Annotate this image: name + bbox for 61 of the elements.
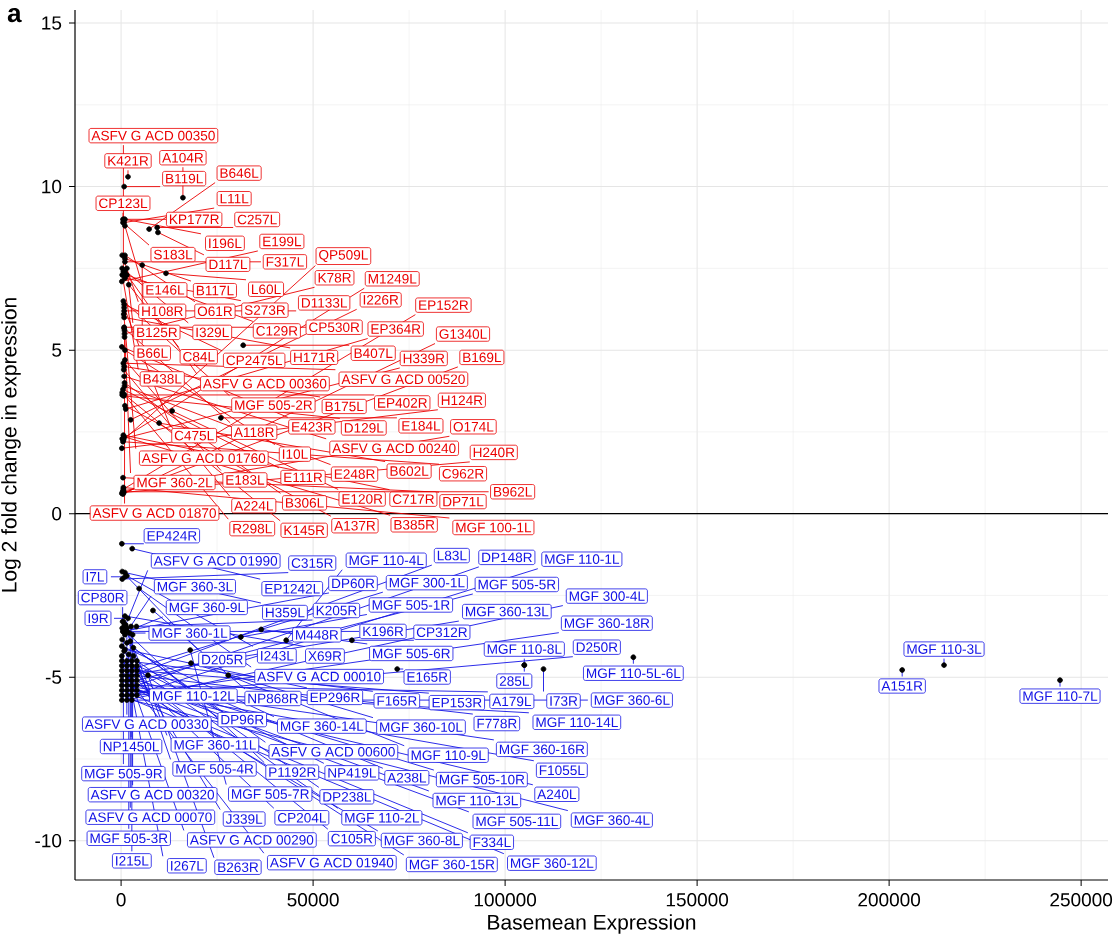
x-tick-label: 100000 bbox=[474, 893, 537, 907]
annotation: I7L bbox=[86, 572, 104, 582]
chart-title: a bbox=[7, 8, 22, 23]
annotation: ASFV G ACD 00290 bbox=[189, 835, 314, 845]
y-tick-label: 0 bbox=[52, 506, 62, 521]
annotation: F1055L bbox=[539, 765, 585, 776]
y-tick-label: -5 bbox=[45, 670, 62, 684]
annotation: CP204L bbox=[277, 812, 326, 823]
annotation: MGF 360-8L bbox=[384, 835, 460, 846]
annotation: ASFV G ACD 00070 bbox=[88, 812, 212, 823]
x-tick-label: 250000 bbox=[1050, 893, 1113, 907]
annotation: C105R bbox=[331, 833, 373, 844]
annotation: J339L bbox=[225, 814, 263, 824]
annotation: B263R bbox=[218, 862, 259, 873]
y-tick-label: 10 bbox=[42, 179, 62, 194]
annotation: MGF 505-11L bbox=[476, 816, 558, 827]
annotation: I9R bbox=[88, 613, 108, 624]
annotation: A104R bbox=[162, 152, 204, 163]
annotation: MGF 360-11L bbox=[174, 740, 256, 750]
annotation: CP80R bbox=[81, 592, 124, 603]
annotation: MGF 110-2L bbox=[345, 812, 420, 823]
annotation: ASFV G ACD 00350 bbox=[91, 130, 215, 141]
annotation: MGF 110-14L bbox=[536, 717, 618, 728]
annotation: DP238L bbox=[323, 792, 371, 802]
y-tick-label: 5 bbox=[52, 343, 62, 357]
annotation: MGF 110-13L bbox=[436, 795, 518, 806]
annotation: MGF 360-4L bbox=[574, 815, 650, 825]
x-tick-label: 50000 bbox=[287, 893, 339, 907]
y-tick-label: 15 bbox=[42, 16, 62, 30]
x-tick-label: 200000 bbox=[858, 893, 921, 907]
annotation: K421R bbox=[108, 156, 149, 166]
annotation: MGF 505-3R bbox=[90, 833, 168, 844]
annotation: MGF 110-9L bbox=[411, 750, 486, 761]
x-tick-label: 150000 bbox=[666, 893, 729, 907]
y-tick-label: -10 bbox=[35, 834, 62, 848]
annotation: MGF 505-7R bbox=[232, 789, 309, 799]
y-axis-title: Log 2 fold change in expression bbox=[1, 298, 21, 592]
annotation: ASFV G ACD 00320 bbox=[90, 789, 215, 800]
annotation: DP96R bbox=[221, 714, 264, 725]
annotation: NP1450L bbox=[103, 741, 159, 752]
annotation: MGF 360-14L bbox=[281, 721, 364, 731]
annotation: ASFV G ACD 01940 bbox=[269, 857, 394, 868]
annotation: P1192R bbox=[269, 767, 316, 777]
annotation: A238L bbox=[387, 772, 427, 783]
annotation: F334L bbox=[473, 837, 511, 848]
annotation: MGF 360-10L bbox=[380, 722, 463, 732]
x-tick-label: 0 bbox=[116, 893, 126, 907]
annotation: MGF 505-10R bbox=[439, 774, 525, 785]
annotation: I267L bbox=[171, 860, 204, 871]
annotation: I215L bbox=[116, 856, 149, 866]
annotation: F778R bbox=[477, 718, 517, 729]
annotation: MGF 360-15R bbox=[409, 859, 495, 870]
annotation: MGF 505-4R bbox=[176, 764, 254, 774]
annotation: MGF 505-9R bbox=[85, 768, 163, 779]
annotation: A240L bbox=[537, 789, 577, 800]
annotation: ASFV G ACD 00330 bbox=[84, 719, 209, 729]
annotation: ASFV G ACD 00600 bbox=[271, 746, 395, 757]
annotation: MGF 360-16R bbox=[499, 744, 585, 755]
x-axis-title: Basemean Expression bbox=[488, 914, 696, 934]
annotation: MGF 360-12L bbox=[511, 858, 594, 868]
annotation: NP419L bbox=[328, 768, 376, 778]
